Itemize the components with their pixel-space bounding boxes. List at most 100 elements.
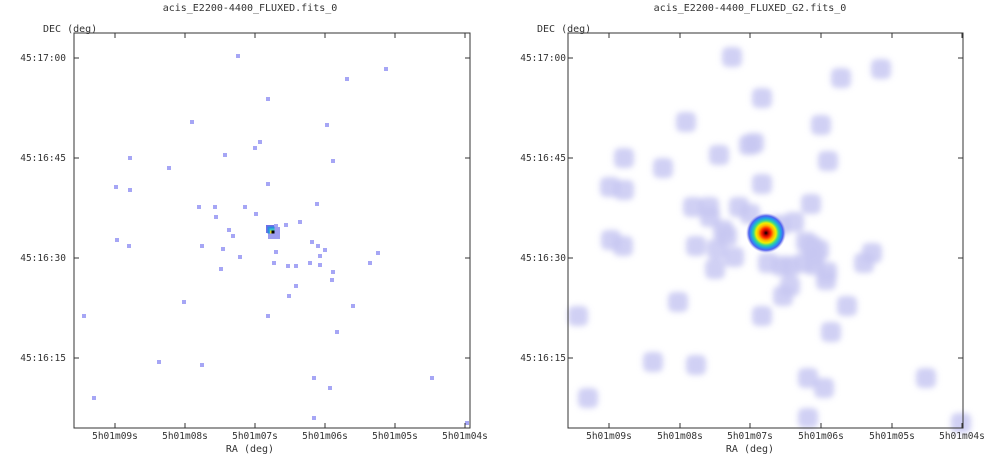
smoothed-blob [831,68,851,88]
smoothed-blob [871,59,891,79]
x-tick-label: 5h01m07s [232,431,278,442]
photon-event [465,421,469,425]
photon-event [253,146,257,150]
photon-event [167,166,171,170]
panel-title: acis_E2200-4400_FLUXED_G2.fits_0 [653,3,847,14]
photon-event [310,240,314,244]
photon-event [254,212,258,216]
smoothed-blob [614,148,634,168]
smoothed-blob [916,368,936,388]
smoothed-blob [668,292,688,312]
smoothed-blob [814,378,834,398]
photon-event [227,228,231,232]
photon-event [115,238,119,242]
smoothed-blob [818,151,838,171]
photon-event [312,376,316,380]
photon-event [197,205,201,209]
photon-event [272,261,276,265]
photon-event [219,267,223,271]
smoothed-blob [773,286,793,306]
photon-event [298,220,302,224]
smoothed-blob [722,47,742,67]
photon-event [223,153,227,157]
photon-event [190,120,194,124]
y-tick-label: 45:16:15 [520,353,566,364]
x-tick-label: 5h01m08s [657,431,703,442]
photon-event [274,224,278,228]
photon-event [243,205,247,209]
photon-event [316,244,320,248]
photon-event [157,360,161,364]
photon-event [284,223,288,227]
photon-event [182,300,186,304]
right-image-panel: acis_E2200-4400_FLUXED_G2.fits_0 DEC (de… [500,0,1000,465]
y-axis-label: DEC (deg) [43,24,98,35]
photon-event [325,123,329,127]
y-tick-label: 45:17:00 [20,53,66,64]
photon-event [312,416,316,420]
x-tick-label: 5h01m09s [586,431,632,442]
photon-event [330,278,334,282]
smoothed-blob [811,115,831,135]
plot-frame [73,32,471,429]
smoothed-blob [854,253,874,273]
photon-event [266,182,270,186]
smoothed-blob [752,88,772,108]
photon-event [328,386,332,390]
y-axis-label: DEC (deg) [537,24,592,35]
photon-event [266,314,270,318]
photon-event [351,304,355,308]
smoothed-blob [724,247,744,267]
photon-event [213,205,217,209]
y-tick-label: 45:16:45 [20,153,66,164]
photon-event [231,234,235,238]
y-tick-label: 45:17:00 [520,53,566,64]
photon-event [294,264,298,268]
photon-event [376,251,380,255]
photon-event [318,263,322,267]
photon-event [258,140,262,144]
y-tick-label: 45:16:15 [20,353,66,364]
smoothed-blob [653,158,673,178]
smoothed-blob [821,322,841,342]
smoothed-blob [614,180,634,200]
photon-event [335,330,339,334]
photon-event [128,156,132,160]
photon-event [345,77,349,81]
panel-title: acis_E2200-4400_FLUXED.fits_0 [162,3,338,14]
x-tick-label: 5h01m05s [869,431,915,442]
smoothed-blob [951,413,971,433]
smoothed-blob [816,270,836,290]
x-tick-label: 5h01m07s [727,431,773,442]
smoothed-blob [683,197,703,217]
photon-event [286,264,290,268]
x-axis-label: RA (deg) [225,444,275,455]
photon-event [221,247,225,251]
x-tick-label: 5h01m04s [442,431,488,442]
y-tick-label: 45:16:30 [20,253,66,264]
smoothed-blob [643,352,663,372]
smoothed-blob [798,408,818,428]
smoothed-blob [686,236,706,256]
photon-event [200,244,204,248]
source-pixel [271,230,275,234]
y-tick-label: 45:16:45 [520,153,566,164]
y-tick-label: 45:16:30 [520,253,566,264]
smoothed-blob [801,194,821,214]
photon-event [238,255,242,259]
smoothed-blob [709,145,729,165]
smoothed-blob [568,306,588,326]
plot-frame [567,32,964,429]
photon-event [318,254,322,258]
smoothed-blob [578,388,598,408]
smoothed-blob [707,239,727,259]
smoothed-blob [744,133,764,153]
left-image-svg [73,32,471,429]
left-image-panel: acis_E2200-4400_FLUXED.fits_0 DEC (deg) … [20,3,488,455]
photon-event [200,363,204,367]
x-axis-label: RA (deg) [725,444,775,455]
bright-source-blob [746,213,786,253]
x-tick-label: 5h01m06s [302,431,348,442]
smoothed-blob [705,259,725,279]
photon-event [274,250,278,254]
